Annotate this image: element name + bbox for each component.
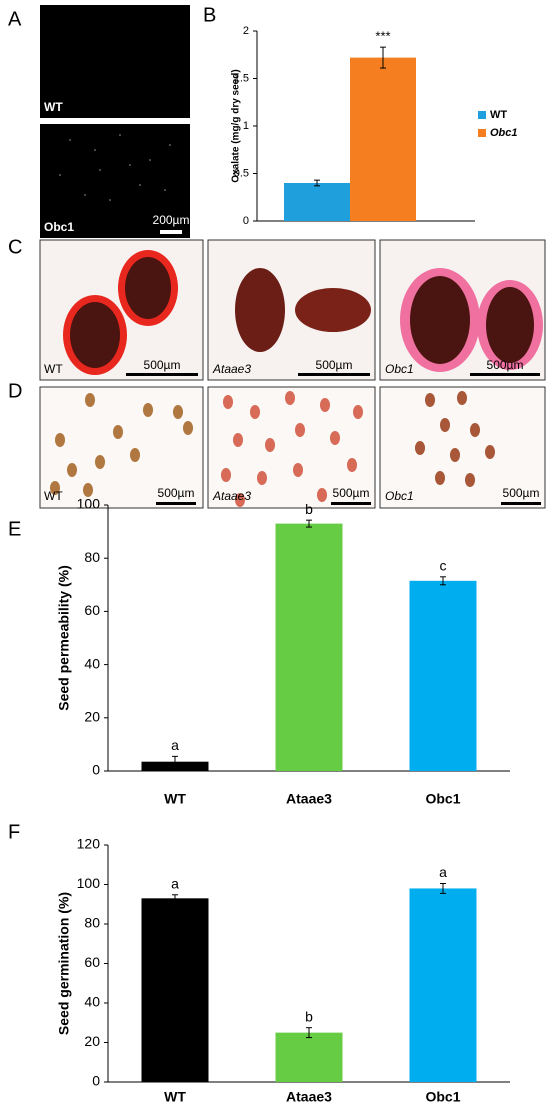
panel-label: A [8,8,22,30]
significance-letter: a [171,875,179,891]
legend-swatch [478,111,486,119]
y-tick-label: 120 [77,836,101,852]
bar [284,183,350,221]
legend-label: WT [490,109,507,121]
y-tick-label: 0.5 [234,167,249,179]
bar [275,523,343,771]
seeds [221,391,363,507]
x-tick-label: Obc1 [425,791,460,807]
image-label: Obc1 [385,362,414,376]
seed [125,257,171,319]
bar [275,1032,343,1082]
y-tick-label: 20 [84,709,100,725]
y-tick-label: 20 [84,1033,100,1049]
y-tick-label: 0 [92,1073,100,1089]
panel-label: B [203,4,216,26]
bar [409,888,477,1082]
scale-bar [156,502,196,505]
scale-bar [126,373,198,376]
scale-label: 500µm [144,358,181,372]
x-tick-label: Ataae3 [286,791,332,807]
y-tick-label: 1.5 [234,72,249,84]
y-axis-label: Seed germination (%) [56,892,72,1035]
image-label: Ataae3 [212,489,251,503]
y-tick-label: 80 [84,915,100,931]
scale-label: 200µm [153,213,190,227]
legend-label: Obc1 [490,127,518,139]
image-label: WT [44,100,63,114]
seeds [50,393,193,497]
image-label: WT [44,489,63,503]
significance-letter: b [305,501,313,517]
y-tick-label: 60 [84,602,100,618]
significance-letter: c [440,558,447,574]
bar [409,580,477,771]
scale-bar [501,502,541,505]
scale-bar [470,373,540,376]
seeds [415,391,495,487]
y-tick-label: 80 [84,549,100,565]
scale-bar [331,502,371,505]
significance: *** [375,29,390,44]
image-label: WT [44,362,63,376]
x-tick-label: Ataae3 [286,1089,332,1105]
image-frame [207,386,376,509]
scale-label: 500µm [158,486,195,500]
panel-label: F [8,821,20,843]
bar [350,57,416,221]
image-label: Ataae3 [212,362,251,376]
scale-label: 500µm [316,358,353,372]
seed [486,287,534,363]
y-tick-label: 100 [77,875,101,891]
significance-letter: a [171,737,179,753]
bar [141,898,209,1082]
scale-bar [298,373,370,376]
x-tick-label: WT [164,1089,186,1105]
micrograph [40,124,190,238]
seed [235,268,285,352]
image-label: Obc1 [44,220,74,234]
seed [410,276,470,364]
seed [295,288,371,332]
y-tick-label: 60 [84,954,100,970]
image-frame [379,386,546,509]
scale-label: 500µm [503,486,540,500]
scale-label: 500µm [487,358,524,372]
y-tick-label: 0 [92,762,100,778]
panel-label: D [8,380,22,402]
scale-bar [160,230,182,234]
y-axis-label: Seed permeability (%) [56,565,72,711]
image-label: Obc1 [385,489,414,503]
scale-label: 500µm [333,486,370,500]
panel-label: E [8,518,21,540]
legend-swatch [478,129,486,137]
y-axis-label: Oxalate (mg/g dry seed) [231,69,242,182]
seed-images [39,239,546,381]
y-tick-label: 40 [84,994,100,1010]
y-tick-label: 100 [77,496,101,512]
y-tick-label: 1 [243,120,249,132]
x-tick-label: Obc1 [425,1089,460,1105]
fluorescence-dots [59,134,171,201]
seed-images [39,386,546,509]
y-tick-label: 0 [243,215,249,227]
panel-label: C [8,236,22,258]
significance-letter: b [305,1008,313,1024]
significance-letter: a [439,864,447,880]
micrograph [40,5,190,118]
y-tick-label: 40 [84,655,100,671]
x-tick-label: WT [164,791,186,807]
y-tick-label: 2 [243,25,249,37]
seed [70,302,120,368]
